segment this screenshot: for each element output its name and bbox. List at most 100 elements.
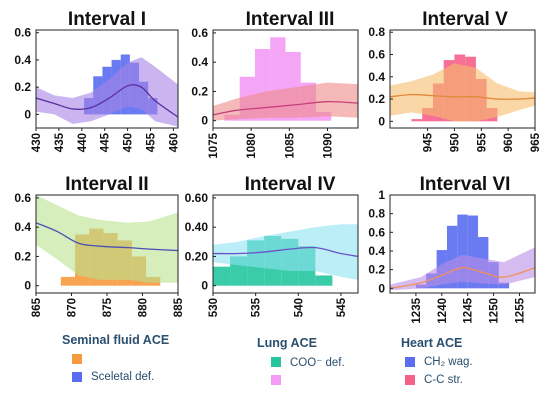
legend-title: Lung ACE <box>257 336 317 350</box>
x-tick-label: 1255 <box>514 297 526 323</box>
plot-frame <box>212 194 359 294</box>
y-tick-label: 0.6 <box>191 26 208 40</box>
legend-label: COO⁻ def. <box>290 356 345 369</box>
y-tick-label: 0.6 <box>14 191 31 205</box>
legend-label: CH₂ wag. <box>424 355 473 368</box>
confidence-band <box>390 63 535 122</box>
legend-item <box>271 373 345 386</box>
chart-panel: Interval V 0 0.2 0.4 0.6 0.8 945 950 955 960 965 <box>368 9 542 152</box>
x-tick-label: 1245 <box>463 297 475 323</box>
plot-frame <box>389 194 536 294</box>
y-tick-label: 0.2 <box>368 92 385 106</box>
legend-swatch <box>405 356 415 367</box>
legend-label: C-C str. <box>424 373 463 386</box>
y-tick-label: 0.8 <box>368 207 385 221</box>
y-tick-label: 0 <box>378 281 385 295</box>
confidence-band <box>36 195 178 283</box>
x-tick-label: 545 <box>336 297 348 317</box>
chart-title: Interval IV <box>245 174 336 195</box>
legend-title: Heart ACE <box>401 336 463 350</box>
y-tick-label: 0.4 <box>191 55 208 69</box>
legend-swatch <box>271 356 281 367</box>
chart-panel: Interval III 0 0.2 0.4 0.6 1075 1080 1085 1090 <box>191 9 359 159</box>
confidence-band <box>390 247 535 291</box>
y-tick-label: 0.6 <box>368 225 385 239</box>
y-tick-label: 0.20 <box>185 249 209 263</box>
legend-item: Sceletal def. <box>72 370 169 383</box>
histogram-bar <box>213 266 231 286</box>
x-tick-label: 950 <box>449 133 461 152</box>
legend-swatch <box>72 353 82 364</box>
x-tick-label: 530 <box>208 298 220 317</box>
legend-swatch <box>72 371 82 382</box>
y-tick-label: 0 <box>201 279 208 293</box>
legend-item <box>72 352 169 365</box>
chart-title: Interval I <box>68 9 146 30</box>
histogram-bar <box>467 215 479 289</box>
confidence-band <box>213 224 358 280</box>
legend-lung: Lung ACE COO⁻ def. <box>257 336 345 386</box>
plot-area <box>213 37 358 121</box>
y-tick-label: 0.4 <box>368 244 385 258</box>
histogram-bar <box>446 225 458 289</box>
x-tick-label: 455 <box>146 132 158 152</box>
y-tick-label: 0 <box>378 114 385 128</box>
x-tick-label: 875 <box>102 297 114 317</box>
y-tick-label: 0.6 <box>14 26 31 40</box>
y-tick-label: 0.4 <box>14 53 31 67</box>
x-tick-label: 435 <box>54 132 66 152</box>
legend-label: Sceletal def. <box>91 370 155 383</box>
x-tick-label: 1250 <box>489 298 501 324</box>
x-tick-label: 960 <box>503 133 515 152</box>
mean-curve <box>213 246 358 258</box>
y-tick-label: 0.2 <box>191 84 208 98</box>
x-tick-label: 1075 <box>208 132 220 158</box>
chart-panels: Interval I 0 0.2 0.4 0.6 430 435 440 445 450 455 46… <box>14 9 542 324</box>
x-tick-label: 430 <box>31 133 43 152</box>
chart-title: Interval III <box>246 9 335 30</box>
plot-area <box>390 54 535 122</box>
x-tick-label: 865 <box>31 297 43 317</box>
x-tick-label: 440 <box>77 133 89 152</box>
plot-frame <box>389 29 536 129</box>
x-tick-label: 1235 <box>411 297 423 323</box>
x-tick-label: 535 <box>251 297 263 317</box>
histogram-bar <box>457 214 468 289</box>
y-tick-label: 0.2 <box>368 263 385 277</box>
legend-heart: Heart ACE CH₂ wag. C-C str. <box>401 336 473 386</box>
chart-panel: Interval VI 0 0.2 0.4 0.6 0.8 1 1235 1240 1245 125… <box>368 174 536 324</box>
y-tick-label: 0 <box>24 107 31 121</box>
plot-area <box>213 224 358 286</box>
plot-frame <box>212 29 359 129</box>
x-tick-label: 450 <box>123 133 135 152</box>
x-tick-label: 870 <box>67 298 79 317</box>
chart-panel: Interval II 0 0.2 0.4 0.6 865 870 875 880 885 <box>14 174 185 317</box>
confidence-band <box>213 82 358 121</box>
chart-panel: Interval IV 0 0.20 0.40 0.60 530 535 540 545 <box>185 174 359 317</box>
plot-area <box>390 214 535 291</box>
legend-swatch <box>271 374 281 385</box>
legend-item: CH₂ wag. <box>405 355 473 368</box>
y-tick-label: 1 <box>378 188 385 202</box>
histogram-bar <box>315 275 333 286</box>
y-tick-label: 0 <box>24 279 31 293</box>
y-tick-label: 0.2 <box>14 249 31 263</box>
y-tick-label: 0 <box>201 114 208 128</box>
x-tick-label: 885 <box>173 297 185 317</box>
x-tick-label: 1080 <box>246 133 258 159</box>
plot-area <box>36 54 178 127</box>
y-tick-label: 0.2 <box>14 80 31 94</box>
mean-curve <box>36 84 178 118</box>
y-tick-label: 0.4 <box>368 70 385 84</box>
x-tick-label: 1240 <box>437 298 449 324</box>
legend-title: Seminal fluid ACE <box>62 333 170 347</box>
y-tick-label: 0.4 <box>14 220 31 234</box>
chart-panel: Interval I 0 0.2 0.4 0.6 430 435 440 445 450 455 46… <box>14 9 180 152</box>
y-tick-label: 0.6 <box>368 48 385 62</box>
legend-item: COO⁻ def. <box>271 355 345 369</box>
x-tick-label: 540 <box>293 298 305 317</box>
x-tick-label: 460 <box>168 133 180 152</box>
x-tick-label: 955 <box>476 132 488 152</box>
chart-title: Interval V <box>422 9 508 30</box>
